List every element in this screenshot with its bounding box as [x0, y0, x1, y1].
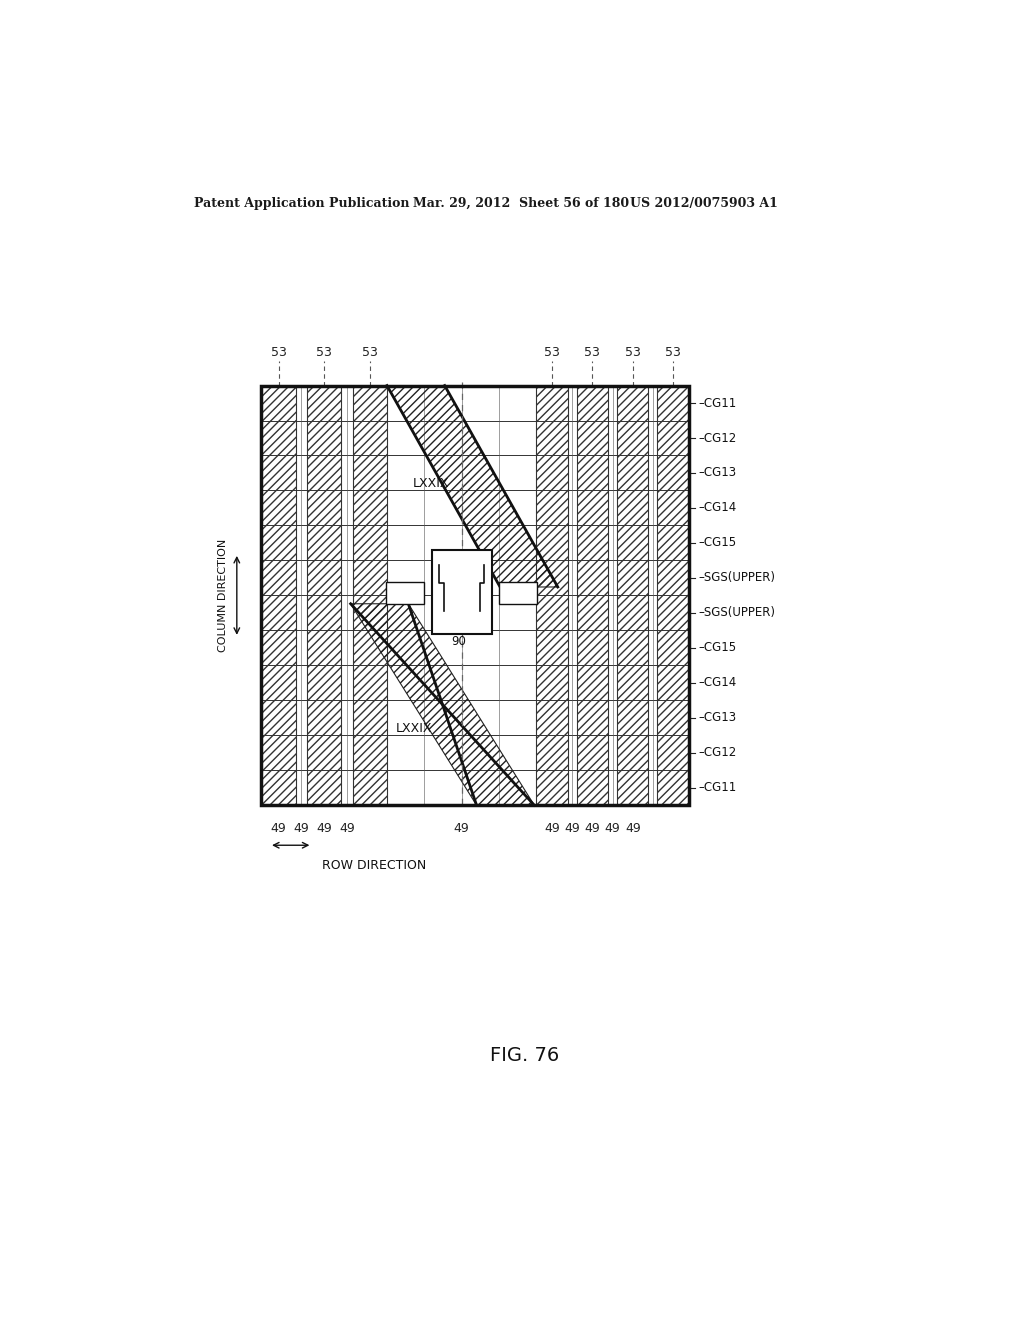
Text: –CG13: –CG13 [698, 466, 736, 479]
Text: 49: 49 [294, 822, 309, 836]
Text: 53: 53 [316, 346, 332, 359]
Bar [567, 385, 577, 805]
Text: –CG13: –CG13 [698, 711, 736, 725]
Bar [577, 385, 608, 805]
Bar [261, 385, 689, 805]
Bar [537, 385, 567, 805]
Text: 53: 53 [585, 346, 600, 359]
Bar [341, 385, 352, 805]
Bar [386, 582, 424, 605]
Bar [261, 385, 689, 805]
Bar [307, 385, 341, 805]
Bar [432, 550, 492, 634]
Bar [537, 385, 567, 805]
Bar [387, 385, 537, 805]
Bar [261, 385, 296, 805]
Bar [577, 385, 608, 805]
Bar [608, 385, 617, 805]
Text: 49: 49 [270, 822, 287, 836]
Text: LXXIX: LXXIX [413, 477, 450, 490]
Bar [617, 385, 648, 805]
Text: 90: 90 [452, 635, 466, 648]
Text: 53: 53 [544, 346, 560, 359]
Text: 49: 49 [454, 822, 470, 836]
Text: LXXIX: LXXIX [395, 722, 432, 735]
Text: –CG11: –CG11 [698, 396, 736, 409]
Bar [352, 385, 387, 805]
Bar [499, 582, 537, 605]
Bar [307, 385, 341, 805]
Text: –CG15: –CG15 [698, 642, 736, 655]
Text: –CG11: –CG11 [698, 781, 736, 795]
Text: 53: 53 [361, 346, 378, 359]
Text: –SGS(UPPER): –SGS(UPPER) [698, 606, 775, 619]
Text: 53: 53 [625, 346, 641, 359]
Text: 49: 49 [339, 822, 355, 836]
Text: COLUMN DIRECTION: COLUMN DIRECTION [218, 539, 228, 652]
Text: 53: 53 [666, 346, 681, 359]
Text: 49: 49 [316, 822, 332, 836]
Text: FIG. 76: FIG. 76 [490, 1045, 559, 1065]
Text: 49: 49 [544, 822, 560, 836]
Text: 49: 49 [625, 822, 641, 836]
Text: –CG12: –CG12 [698, 432, 736, 445]
Text: –CG12: –CG12 [698, 746, 736, 759]
Text: Mar. 29, 2012  Sheet 56 of 180: Mar. 29, 2012 Sheet 56 of 180 [413, 197, 630, 210]
Text: –CG15: –CG15 [698, 536, 736, 549]
Text: US 2012/0075903 A1: US 2012/0075903 A1 [630, 197, 777, 210]
Text: –CG14: –CG14 [698, 502, 736, 515]
Bar [352, 385, 387, 805]
Text: 53: 53 [270, 346, 287, 359]
Text: 49: 49 [564, 822, 581, 836]
Text: –SGS(UPPER): –SGS(UPPER) [698, 572, 775, 585]
Bar [648, 385, 657, 805]
Text: 49: 49 [605, 822, 621, 836]
Bar [657, 385, 689, 805]
Text: ROW DIRECTION: ROW DIRECTION [322, 859, 426, 873]
Text: Patent Application Publication: Patent Application Publication [194, 197, 410, 210]
Bar [261, 385, 296, 805]
Bar [296, 385, 307, 805]
Bar [617, 385, 648, 805]
Text: –CG14: –CG14 [698, 676, 736, 689]
Bar [657, 385, 689, 805]
Text: 49: 49 [585, 822, 600, 836]
